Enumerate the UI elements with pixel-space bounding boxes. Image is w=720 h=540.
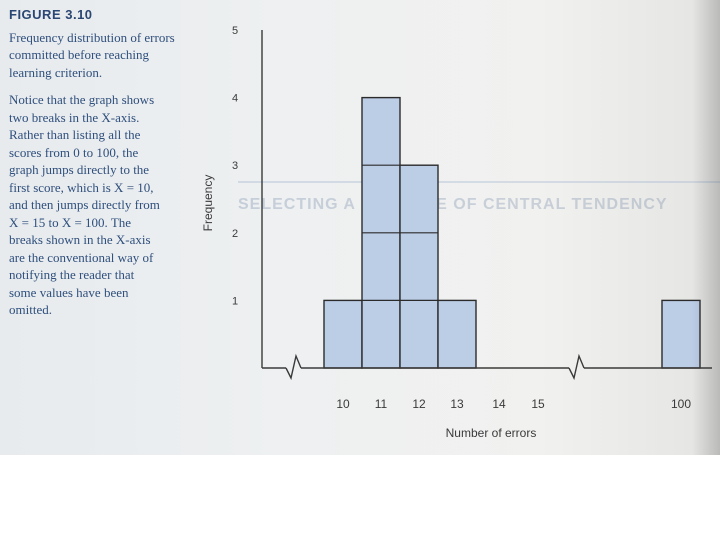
figure-label: FIGURE 3.10 xyxy=(9,7,93,22)
figure-note-line: and then jumps directly from xyxy=(9,197,160,212)
x-tick-label: 15 xyxy=(531,397,545,411)
background-heading: SELECTING A MEASURE OF CENTRAL TENDENCY xyxy=(238,196,668,213)
figure-note-line: X = 15 to X = 100. The xyxy=(9,214,132,230)
histogram-bar xyxy=(399,164,439,369)
x-tick-label: 13 xyxy=(450,397,464,411)
x-axis-break xyxy=(285,353,302,381)
figure-note-line: notifying the reader that xyxy=(9,267,135,282)
y-tick-label: 4 xyxy=(232,93,238,105)
figure-caption: FIGURE 3.10 Frequency distribution of er… xyxy=(9,6,177,319)
histogram-bar xyxy=(437,299,477,369)
figure-note-line: scores from 0 to 100, the xyxy=(9,144,139,160)
x-tick-label: 10 xyxy=(336,397,350,411)
histogram-bar xyxy=(323,299,363,369)
x-tick-label: 11 xyxy=(375,397,388,411)
y-tick-label: 1 xyxy=(232,295,238,307)
x-axis-title: Number of errors xyxy=(446,426,537,440)
x-tick-label: 12 xyxy=(412,397,426,411)
histogram-bar xyxy=(661,299,701,369)
section-rule xyxy=(238,181,720,183)
figure-note-line: Rather than listing all the xyxy=(9,127,141,142)
figure-note-line: breaks shown in the X-axis xyxy=(9,232,151,247)
y-tick-label: 2 xyxy=(232,228,238,240)
x-tick-label: 14 xyxy=(492,397,506,411)
y-axis-title: Frequency xyxy=(201,175,215,232)
figure-note: Notice that the graph shows two breaks in… xyxy=(9,91,177,319)
y-tick-label: 5 xyxy=(232,25,238,37)
figure-note-line: Notice that the graph shows xyxy=(9,92,155,107)
x-axis-break xyxy=(568,353,585,381)
figure-note-line: two breaks in the X-axis. xyxy=(9,109,140,125)
figure-note-line: graph jumps directly to the xyxy=(9,162,150,177)
figure-note-line: some values have been xyxy=(9,284,129,300)
figure-note-line: first score, which is X = 10, xyxy=(9,179,154,195)
figure-note-line: are the conventional way of xyxy=(9,249,154,265)
x-tick-label: 100 xyxy=(671,397,691,411)
page-edge-shadow xyxy=(692,0,720,455)
figure-title: Frequency distribution of errors committ… xyxy=(9,29,175,80)
figure-note-line: omitted. xyxy=(9,302,52,317)
y-tick-label: 3 xyxy=(232,160,238,172)
textbook-page: FIGURE 3.10 Frequency distribution of er… xyxy=(0,0,720,455)
